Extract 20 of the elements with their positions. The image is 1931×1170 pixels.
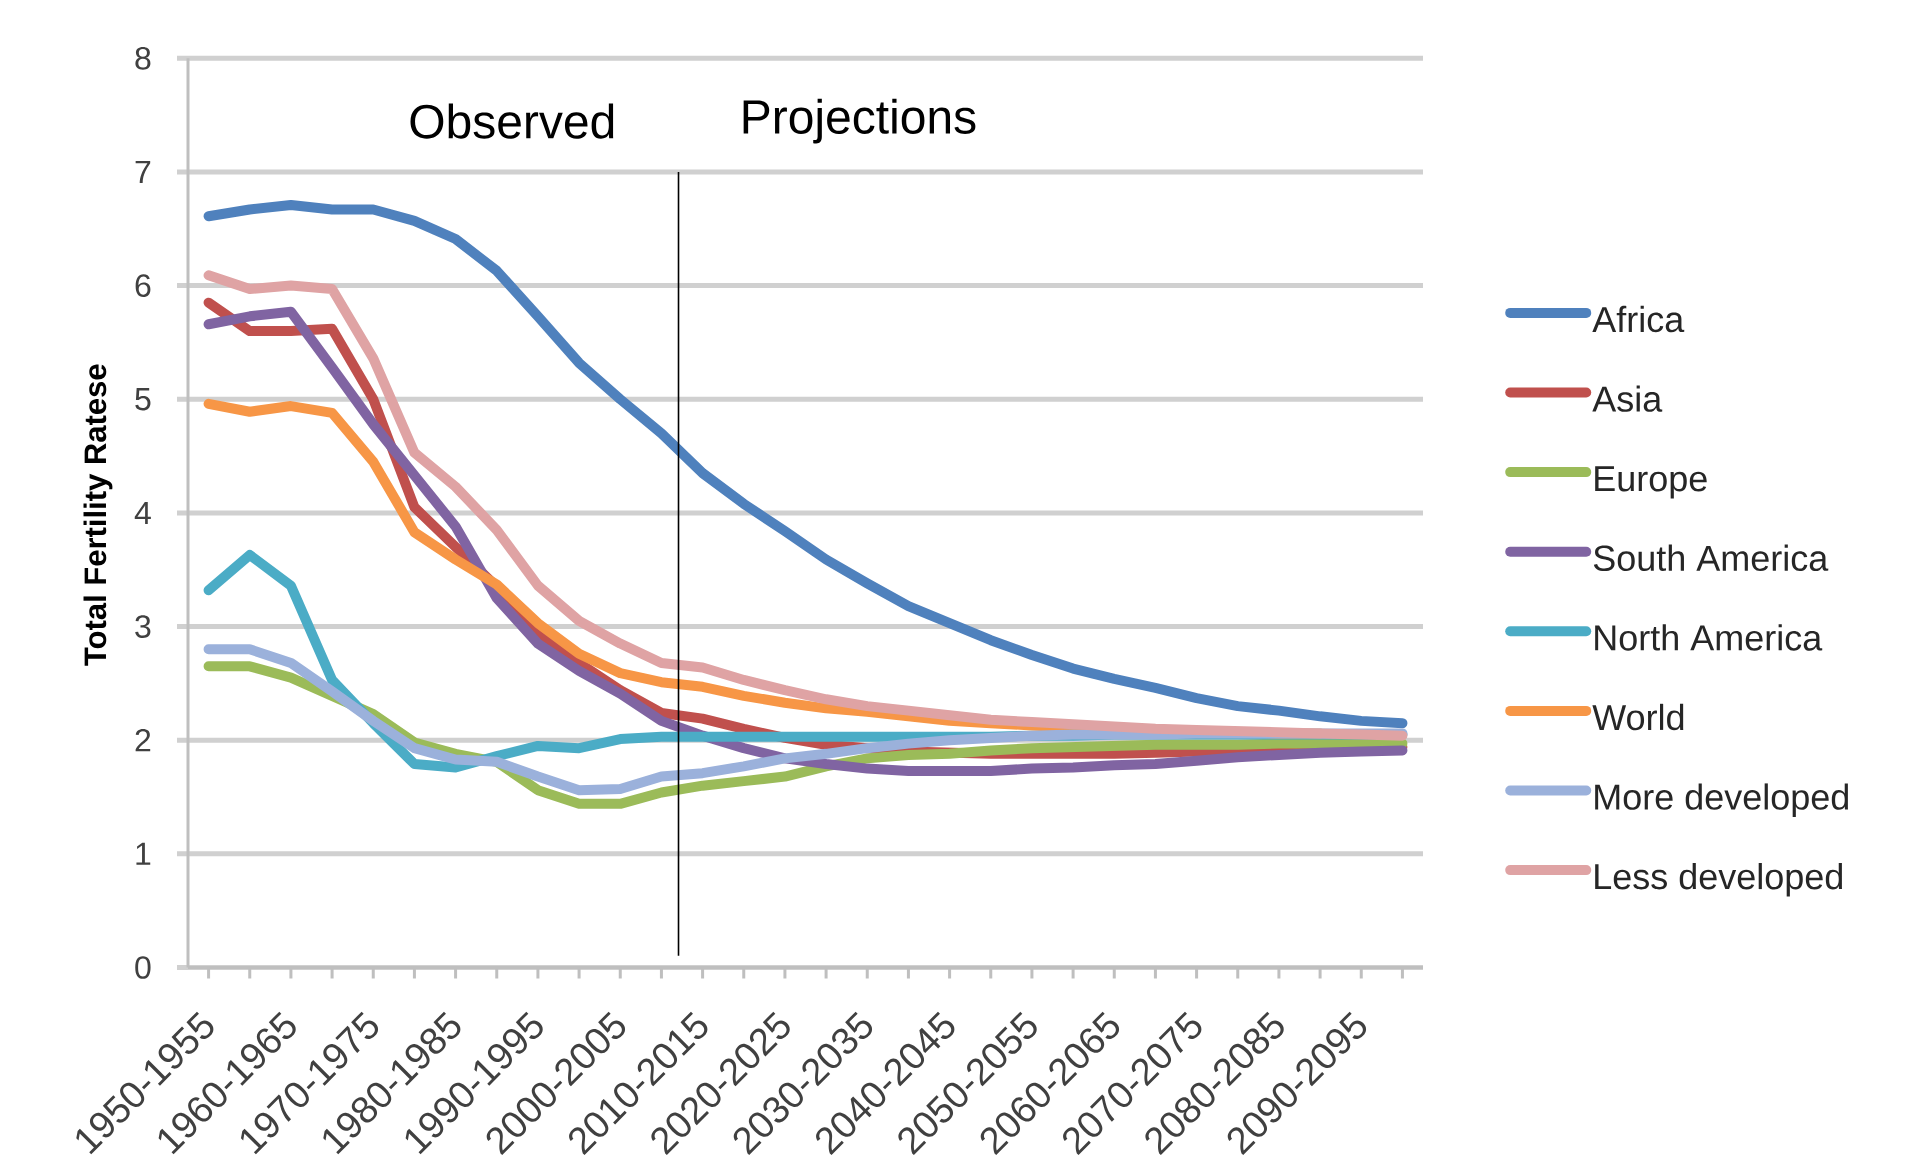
annotation: Observed xyxy=(410,103,614,139)
legend-label: Less developed xyxy=(1595,863,1843,897)
legend-label: World xyxy=(1592,703,1684,731)
legend-label: North America xyxy=(1595,624,1823,651)
legend-label: South America xyxy=(1593,544,1829,572)
legend-label: Asia xyxy=(1592,385,1663,412)
y-tick-label: 6 xyxy=(135,274,151,297)
y-tick-label: 8 xyxy=(135,46,151,70)
legend-label: Europe xyxy=(1595,466,1707,499)
y-tick-label: 7 xyxy=(135,160,151,183)
y-tick-label: 0 xyxy=(135,956,151,979)
y-tick-label: 2 xyxy=(135,729,151,752)
y-axis-title: Total Fertility Ratese xyxy=(83,364,113,666)
y-tick-label: 1 xyxy=(136,842,151,865)
y-tick-label: 4 xyxy=(134,501,151,524)
legend-label: Africa xyxy=(1592,305,1685,333)
y-tick-label: 3 xyxy=(135,615,151,638)
annotation: Projections xyxy=(743,98,976,144)
y-tick-label: 5 xyxy=(135,388,151,411)
legend-label: More developed xyxy=(1595,783,1848,817)
